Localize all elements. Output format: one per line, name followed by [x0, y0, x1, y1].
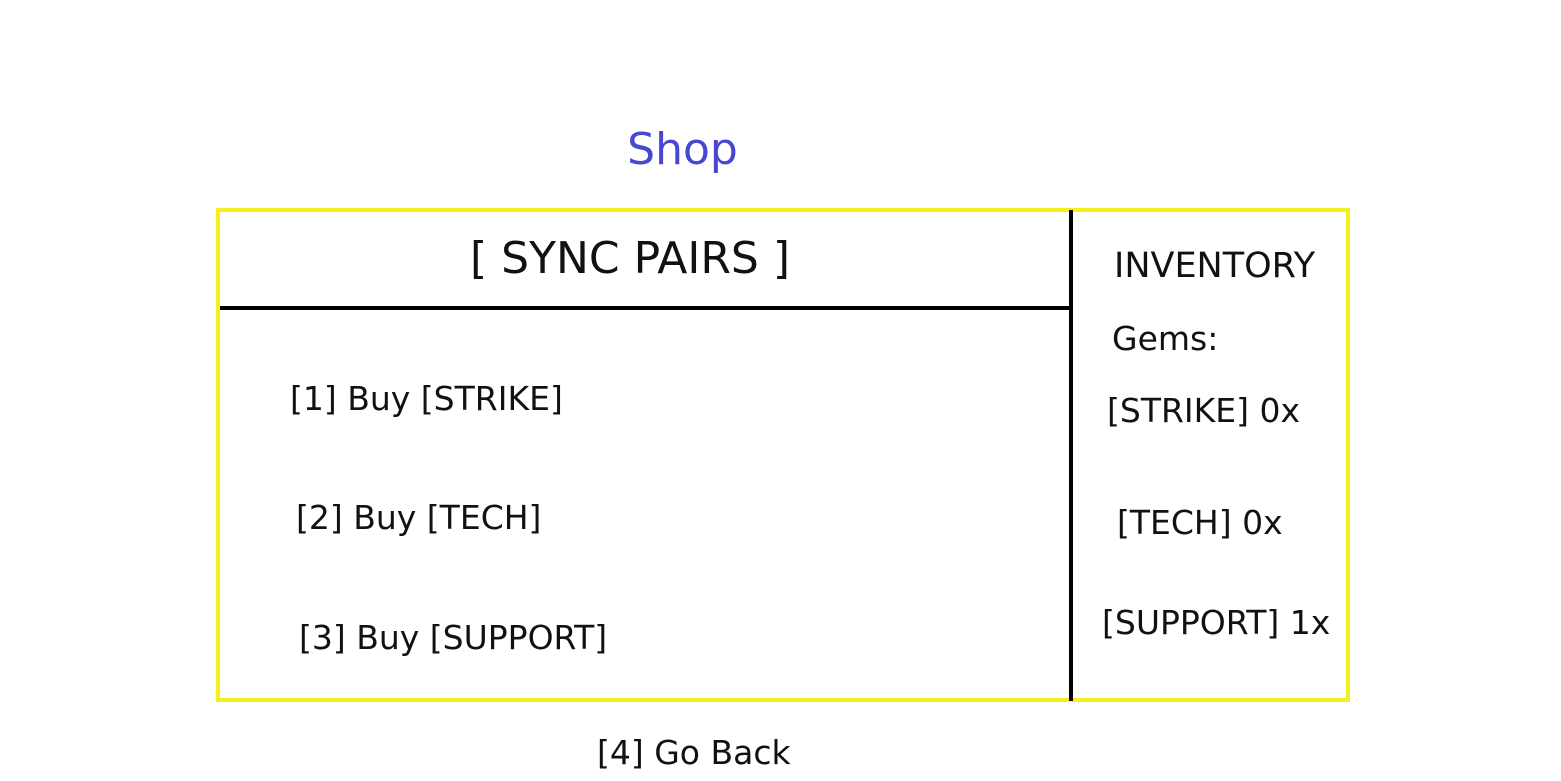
buy-strike-option[interactable]: [1] Buy [STRIKE] — [290, 379, 563, 418]
screen-title: Shop — [627, 124, 738, 175]
inventory-item-tech: [TECH] 0x — [1117, 503, 1283, 542]
buy-tech-option[interactable]: [2] Buy [TECH] — [296, 498, 542, 537]
go-back-option[interactable]: [4] Go Back — [597, 733, 791, 772]
inventory-title: INVENTORY — [1114, 246, 1316, 286]
buy-support-option[interactable]: [3] Buy [SUPPORT] — [299, 618, 608, 657]
vertical-divider — [1069, 210, 1073, 701]
inventory-item-support: [SUPPORT] 1x — [1102, 603, 1331, 642]
inventory-item-strike: [STRIKE] 0x — [1107, 391, 1301, 430]
gems-label: Gems: — [1112, 319, 1219, 358]
shop-frame — [216, 208, 1350, 702]
horizontal-divider — [220, 306, 1070, 310]
shop-category-header: [ SYNC PAIRS ] — [469, 233, 791, 284]
